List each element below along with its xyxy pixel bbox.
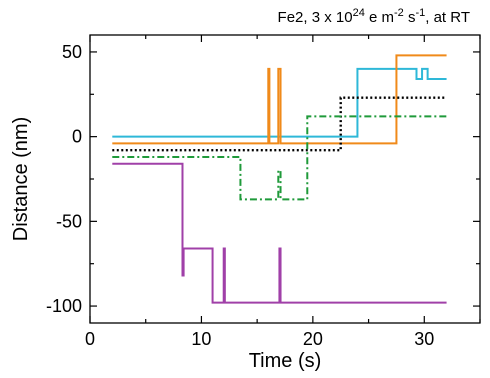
series-line-5 bbox=[112, 162, 447, 304]
y-tick-label: -100 bbox=[46, 296, 82, 316]
y-tick-label: 0 bbox=[72, 127, 82, 147]
series-line-2 bbox=[112, 54, 447, 145]
y-axis-label: Distance (nm) bbox=[10, 117, 32, 241]
series-line-3 bbox=[112, 96, 447, 152]
series-layer bbox=[112, 54, 447, 304]
x-tick-label: 30 bbox=[414, 329, 434, 349]
tick-layer: 0 10 20 30 50 0 -50 -100 bbox=[46, 35, 481, 349]
series-line-1 bbox=[112, 67, 447, 138]
x-tick-label: 20 bbox=[303, 329, 323, 349]
x-tick-label: 0 bbox=[85, 329, 95, 349]
series-line-4 bbox=[112, 115, 447, 201]
x-axis-label: Time (s) bbox=[249, 350, 322, 372]
x-tick-label: 10 bbox=[191, 329, 211, 349]
y-tick-label: -50 bbox=[56, 211, 82, 231]
y-tick-label: 50 bbox=[62, 42, 82, 62]
chart-title: Fe2, 3 x 1024 e m-2 s-1, at RT bbox=[278, 7, 470, 26]
